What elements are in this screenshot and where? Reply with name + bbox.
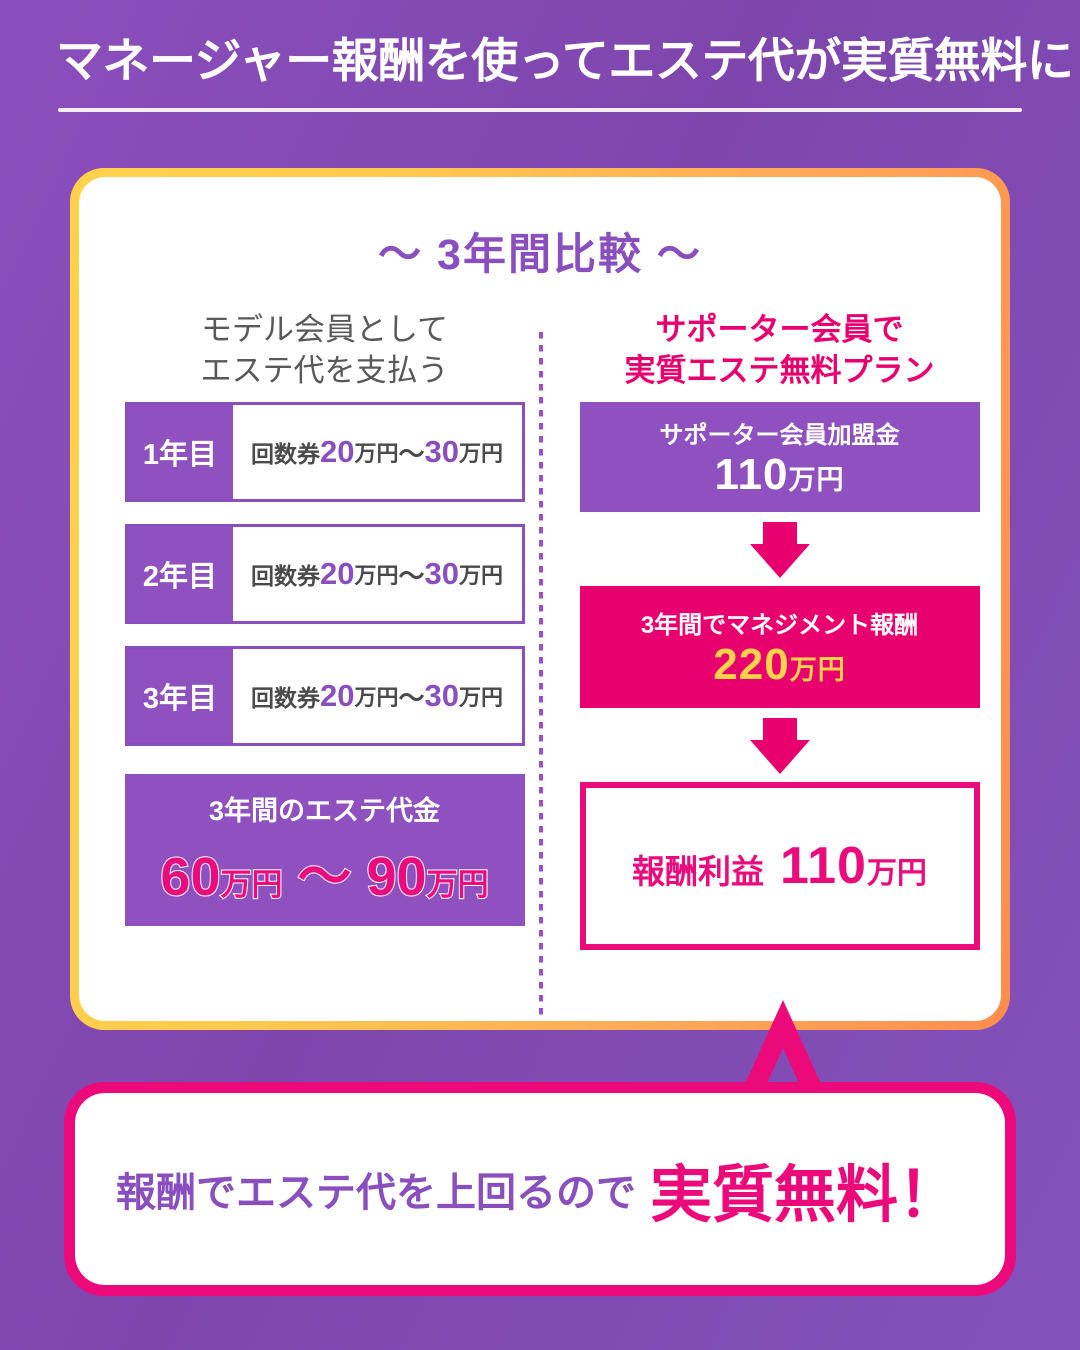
management-reward-number: 220 (713, 639, 790, 689)
page-header: マネージャー報酬を使ってエステ代が実質無料に (0, 0, 1080, 113)
membership-fee-value: 110万円 (715, 450, 845, 500)
management-reward-label: 3年間でマネジメント報酬 (640, 611, 919, 639)
membership-fee-number: 110 (714, 449, 789, 499)
coupon-prefix: 回数券 (250, 441, 320, 467)
total-low-unit: 万円 (219, 866, 283, 903)
coupon-low: 20 (319, 434, 355, 469)
arrow-fee-to-reward (558, 512, 1001, 586)
right-heading-line-1: サポーター会員で (655, 312, 904, 347)
three-year-total-label: 3年間のエステ代金 (208, 796, 441, 826)
year-row: 3年目 回数券 20 万円～ 30 万円 (124, 646, 525, 746)
comparison-columns: モデル会員として エステ代を支払う 1年目 回数券 20 万円～ 30 万円 2年目 回… (79, 310, 1001, 1021)
card-title: ～ 3年間比較 ～ (378, 231, 702, 279)
header-divider (58, 108, 1022, 113)
year-label: 1年目 (127, 405, 233, 499)
total-high: 90 (366, 846, 428, 908)
coupon-tilde: ～ (398, 438, 425, 469)
coupon-low-unit: 万円 (354, 441, 399, 466)
arrow-stem (762, 522, 797, 544)
conclusion-banner-inner: 報酬でエステ代を上回るので 実質無料！ (75, 1093, 1005, 1285)
three-year-total-value: 60万円 ～ 90万円 (159, 832, 490, 911)
membership-fee-box: サポーター会員加盟金 110万円 (579, 402, 980, 512)
reward-profit-box: 報酬利益 110万円 (579, 782, 980, 950)
arrow-reward-to-profit (558, 708, 1001, 782)
conclusion-banner: 報酬でエステ代を上回るので 実質無料！ (64, 1082, 1016, 1296)
column-model-member: モデル会員として エステ代を支払う 1年目 回数券 20 万円～ 30 万円 2年目 回… (79, 310, 540, 950)
coupon-low: 20 (319, 556, 355, 591)
three-year-total-box: 3年間のエステ代金 60万円 ～ 90万円 (124, 774, 525, 926)
comparison-card: ～ 3年間比較 ～ モデル会員として エステ代を支払う 1年目 回数券 20 万円～… (70, 168, 1010, 1030)
comparison-card-inner: ～ 3年間比較 ～ モデル会員として エステ代を支払う 1年目 回数券 20 万円～… (79, 177, 1001, 1021)
reward-profit-row: 報酬利益 110万円 (632, 836, 927, 896)
year-label: 2年目 (127, 527, 233, 621)
reward-profit-number: 110 (780, 837, 867, 895)
right-heading-line-2: 実質エステ無料プラン (624, 352, 935, 388)
connector-arrow-up-icon (744, 1000, 822, 1086)
page-title: マネージャー報酬を使ってエステ代が実質無料に (56, 34, 1074, 87)
banner-lead-text: 報酬でエステ代を上回るので (115, 1171, 636, 1215)
arrow-down-icon (749, 740, 810, 774)
coupon-low: 20 (319, 678, 355, 713)
year-value: 回数券 20 万円～ 30 万円 (232, 649, 522, 743)
coupon-high: 30 (424, 678, 459, 713)
left-heading-line-2: エステ代を支払う (200, 352, 449, 388)
banner-strong-label: 実質無料！ (649, 1161, 960, 1230)
year-value: 回数券 20 万円～ 30 万円 (232, 527, 522, 621)
total-low: 60 (159, 846, 221, 908)
coupon-high-unit: 万円 (458, 685, 503, 710)
arrow-stem (762, 718, 797, 740)
membership-fee-label: サポーター会員加盟金 (659, 421, 900, 449)
reward-profit-caption: 報酬利益 (632, 853, 765, 890)
management-reward-unit: 万円 (789, 654, 846, 685)
total-high-unit: 万円 (426, 866, 490, 903)
coupon-low-unit: 万円 (354, 685, 399, 710)
reward-profit-unit: 万円 (866, 857, 927, 890)
coupon-high-unit: 万円 (458, 563, 503, 588)
column-supporter-member: サポーター会員で 実質エステ無料プラン サポーター会員加盟金 110万円 3年間… (540, 310, 1001, 950)
coupon-tilde: ～ (398, 560, 425, 591)
column-divider (539, 332, 543, 1021)
coupon-prefix: 回数券 (250, 563, 320, 589)
coupon-tilde: ～ (398, 682, 425, 713)
left-column-heading: モデル会員として エステ代を支払う (109, 310, 540, 402)
year-row: 2年目 回数券 20 万円～ 30 万円 (124, 524, 525, 624)
membership-fee-unit: 万円 (788, 464, 845, 495)
management-reward-value: 220万円 (713, 640, 845, 690)
coupon-high: 30 (424, 434, 459, 469)
banner-strong-text: 実質無料！ (645, 1144, 964, 1234)
year-row: 1年目 回数券 20 万円～ 30 万円 (124, 402, 525, 502)
total-tilde: ～ (297, 846, 353, 908)
management-reward-box: 3年間でマネジメント報酬 220万円 (579, 586, 980, 708)
coupon-low-unit: 万円 (354, 563, 399, 588)
year-value: 回数券 20 万円～ 30 万円 (232, 405, 522, 499)
arrow-down-icon (749, 544, 810, 578)
right-column-heading: サポーター会員で 実質エステ無料プラン (558, 310, 1001, 402)
coupon-prefix: 回数券 (250, 685, 320, 711)
coupon-high: 30 (424, 556, 459, 591)
coupon-high-unit: 万円 (458, 441, 503, 466)
year-label: 3年目 (127, 649, 233, 743)
left-heading-line-1: モデル会員として (200, 312, 449, 347)
